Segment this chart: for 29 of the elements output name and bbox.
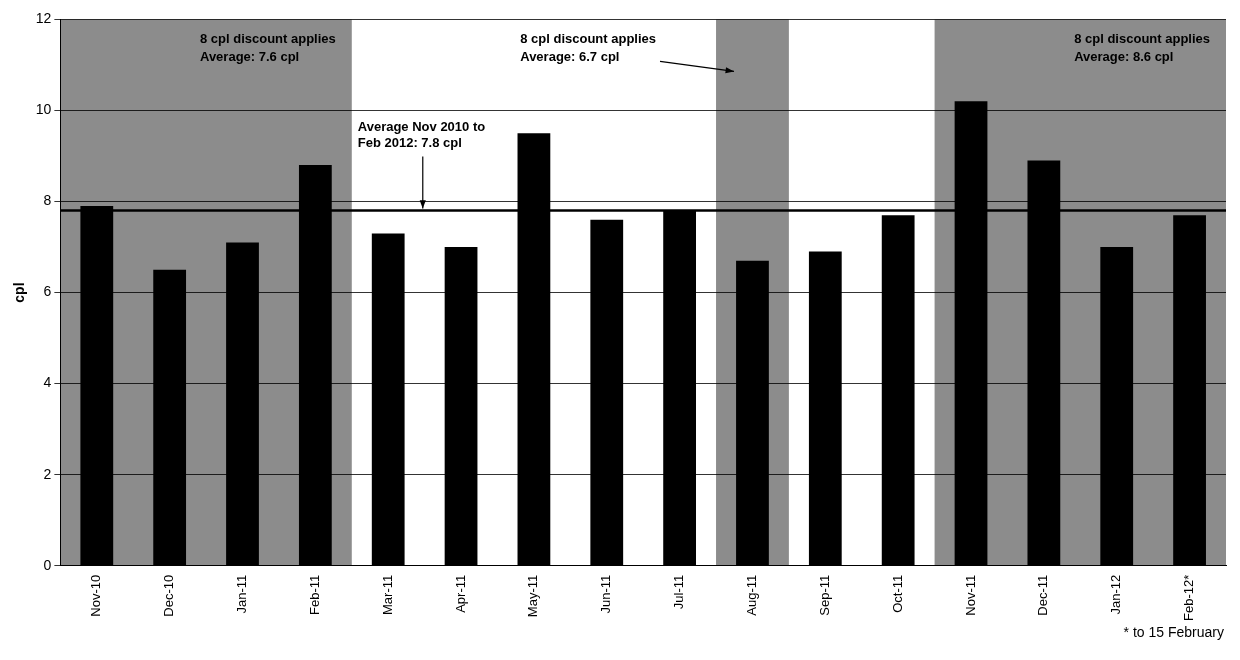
y-tick-label: 8 (43, 192, 52, 209)
x-tick-label: Feb-12* (1181, 574, 1197, 621)
x-tick-label: Dec-11 (1035, 574, 1051, 616)
x-tick-label: Mar-11 (379, 574, 395, 615)
x-tick-label: May-11 (525, 574, 541, 618)
x-tick-label: Oct-11 (889, 574, 905, 613)
ref-line-label: Average Nov 2010 to Feb 2012: 7.8 cpl (357, 118, 486, 150)
x-tick-label: Nov-10 (88, 574, 104, 617)
y-tick-label: 10 (35, 101, 52, 118)
x-tick-label: Jun-11 (598, 574, 614, 614)
x-tick-label: Feb-11 (306, 574, 322, 615)
y-tick-label: 12 (35, 10, 52, 27)
x-tick-label: Jan-12 (1108, 574, 1124, 615)
y-tick-label: 6 (43, 283, 52, 300)
y-axis-title: cpl (11, 282, 28, 303)
x-tick-label: Jan-11 (234, 574, 250, 614)
x-tick-label: Apr-11 (452, 574, 468, 613)
y-tick-label: 4 (43, 374, 52, 391)
y-tick-label: 0 (43, 556, 52, 573)
x-tick-label: Nov-11 (962, 574, 978, 616)
text: * to 15 February (1122, 624, 1225, 640)
band-label: 8 cpl discount applies Average: 8.6 cpl (1074, 31, 1210, 65)
x-tick-label: Sep-11 (816, 574, 832, 616)
band-label: 8 cpl discount applies Average: 7.6 cpl (199, 31, 336, 65)
x-tick-label: Jul-11 (671, 574, 687, 610)
x-tick-label: Aug-11 (744, 574, 760, 616)
band-label: 8 cpl discount applies Average: 6.7 cpl (520, 31, 657, 65)
x-tick-label: Dec-10 (161, 574, 177, 617)
y-tick-label: 2 (43, 465, 52, 482)
